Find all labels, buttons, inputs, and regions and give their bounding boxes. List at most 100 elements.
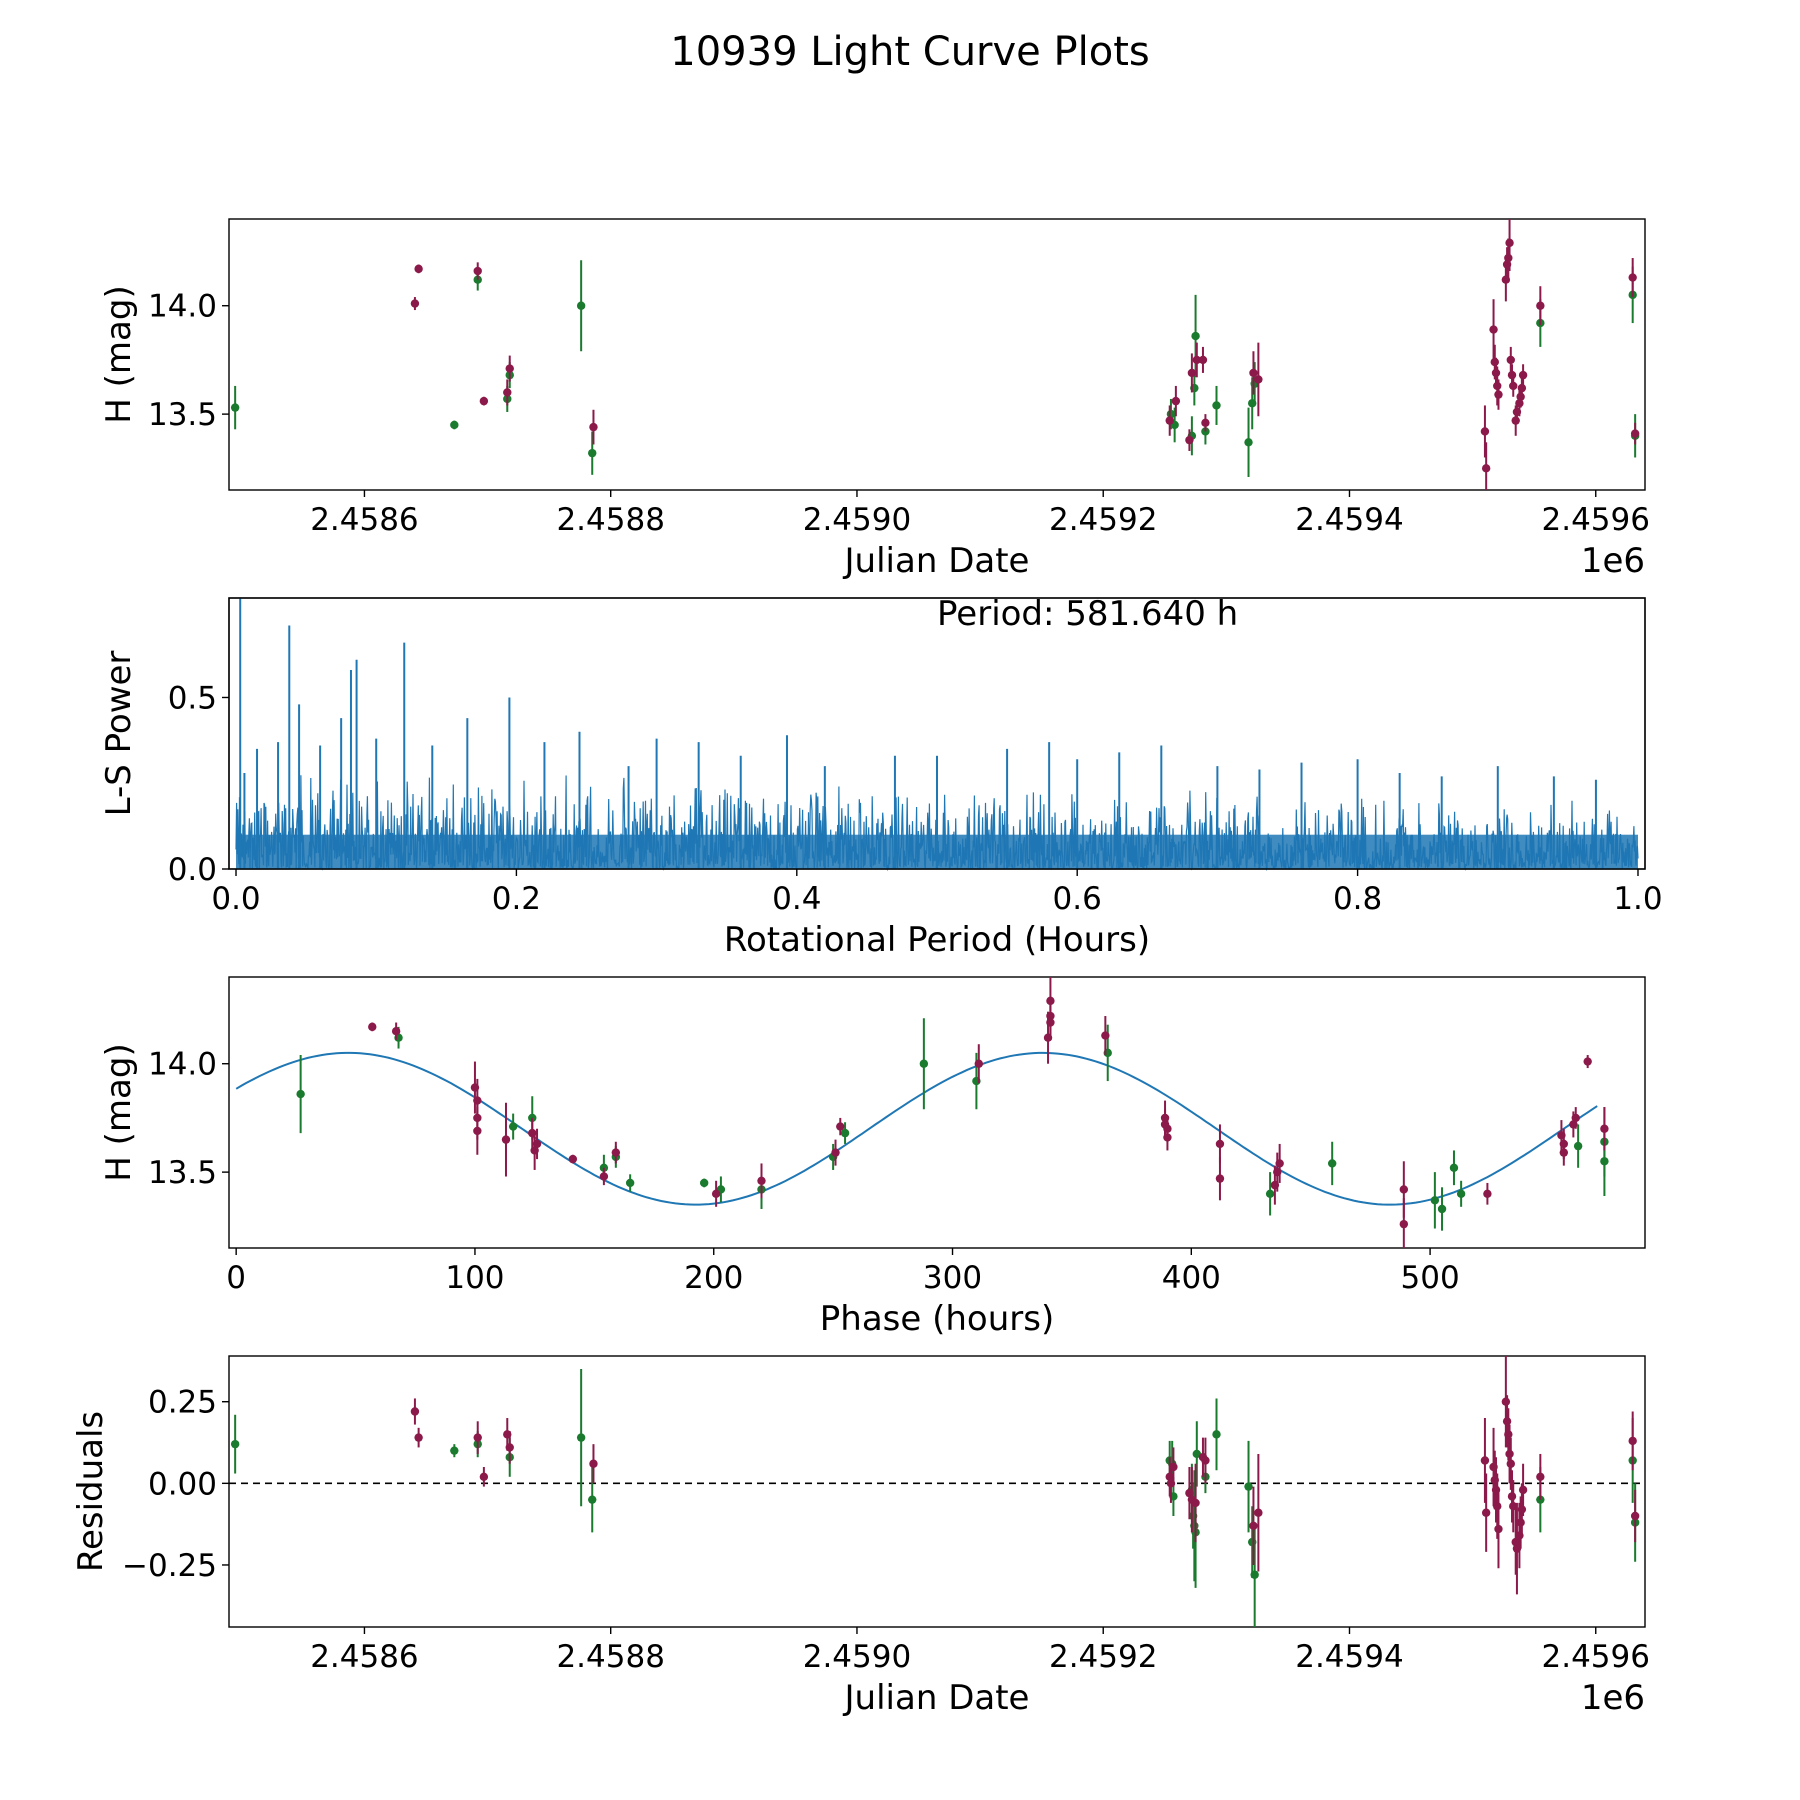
- green-data-point: [1191, 331, 1200, 341]
- maroon-data-point: [479, 396, 489, 406]
- x-axis-label: Julian Date: [843, 1678, 1030, 1718]
- maroon-data-point: [1628, 273, 1637, 282]
- residuals-data-layer: [229, 1356, 1656, 1627]
- figure-title: 10939 Light Curve Plots: [670, 29, 1149, 75]
- periodogram-panel: 0.0 0.2 0.4 0.6 0.8 1.0 0.0 0.5 Rotational Perio…: [99, 594, 1663, 960]
- maroon-data-point: [1505, 238, 1514, 248]
- maroon-data-point: [589, 422, 598, 432]
- maroon-data-point: [1493, 1501, 1502, 1511]
- y-tick-label: 14.0: [148, 1047, 217, 1083]
- maroon-data-point: [1494, 1524, 1503, 1534]
- x-tick-label: 2.4588: [556, 1639, 664, 1675]
- maroon-data-point: [1480, 427, 1490, 436]
- maroon-data-point: [568, 1154, 578, 1164]
- green-data-point: [699, 1178, 709, 1188]
- maroon-data-point: [391, 1027, 401, 1036]
- x-tick-label: 2.4588: [556, 502, 664, 538]
- maroon-data-point: [1481, 1508, 1491, 1517]
- maroon-data-point: [1506, 355, 1515, 365]
- y-axis-label: L-S Power: [99, 651, 139, 817]
- maroon-data-point: [1249, 368, 1258, 378]
- x-tick-label: 2.4586: [310, 502, 418, 538]
- x-tick-label: 2.4596: [1542, 1639, 1650, 1675]
- maroon-data-point: [1254, 375, 1263, 384]
- maroon-data-point: [1571, 1113, 1580, 1123]
- x-tick-label: 2.4596: [1542, 502, 1650, 538]
- light-curve-axes-frame: [228, 218, 1646, 491]
- maroon-data-point: [1630, 429, 1640, 438]
- green-data-point: [1648, 1473, 1656, 1481]
- x-tick-label: 2.4590: [803, 502, 911, 538]
- maroon-data-point: [1481, 464, 1491, 473]
- green-data-point: [588, 448, 597, 458]
- phase-fold-panel: 0 100 200 300 400 500 13.5 14.0 Phase (hours) H (…: [99, 976, 1646, 1339]
- green-data-point: [576, 301, 586, 310]
- maroon-data-point: [1559, 1148, 1569, 1157]
- x-tick-label: 300: [923, 1260, 982, 1296]
- maroon-data-point: [1493, 381, 1502, 391]
- y-tick-label: 14.0: [148, 289, 217, 325]
- green-data-point: [588, 1495, 597, 1504]
- green-data-point: [1250, 1570, 1259, 1579]
- maroon-data-point: [473, 1433, 482, 1442]
- green-data-point: [625, 1178, 635, 1188]
- x-offset-label: 1e6: [1581, 541, 1645, 581]
- maroon-data-point: [1536, 1472, 1545, 1482]
- x-tick-label: 2.4592: [1049, 1639, 1157, 1675]
- maroon-data-point: [1101, 1031, 1110, 1040]
- maroon-data-point: [1600, 1124, 1609, 1133]
- green-data-point: [508, 1122, 518, 1131]
- x-tick-label: 1.0: [1613, 881, 1662, 917]
- maroon-data-point: [599, 1172, 609, 1181]
- maroon-data-point: [1163, 1133, 1172, 1142]
- maroon-data-point: [1201, 1456, 1210, 1465]
- maroon-data-point: [1506, 1459, 1515, 1468]
- maroon-data-point: [1185, 435, 1194, 445]
- maroon-data-point: [589, 1459, 598, 1468]
- green-data-point: [919, 1059, 929, 1068]
- green-data-point: [1437, 1204, 1447, 1214]
- maroon-data-point: [1509, 381, 1518, 391]
- green-data-point: [1212, 401, 1221, 410]
- maroon-data-point: [1399, 1185, 1409, 1194]
- residuals-panel: 2.4586 2.4588 2.4590 2.4592 2.4594 2.4596 0.25…: [71, 1355, 1656, 1718]
- x-tick-label: 500: [1401, 1260, 1460, 1296]
- maroon-data-point: [1191, 1498, 1200, 1508]
- y-tick-label: −0.25: [122, 1548, 217, 1584]
- maroon-data-point: [1507, 1492, 1517, 1501]
- y-tick-label: 13.5: [148, 397, 217, 433]
- maroon-data-point: [473, 266, 482, 276]
- green-data-point: [576, 1433, 586, 1442]
- maroon-data-point: [1505, 1449, 1514, 1459]
- green-data-point: [840, 1128, 850, 1138]
- maroon-data-point: [1516, 392, 1525, 401]
- maroon-data-point: [1192, 355, 1202, 365]
- x-tick-label: 0.6: [1053, 881, 1102, 917]
- maroon-data-point: [532, 1139, 542, 1149]
- maroon-data-point: [1517, 1505, 1527, 1514]
- maroon-data-point: [1169, 1462, 1178, 1472]
- maroon-data-point: [1516, 1518, 1525, 1527]
- y-tick-label: 0.5: [168, 680, 217, 716]
- maroon-data-point: [836, 1122, 845, 1131]
- x-tick-label: 2.4592: [1049, 502, 1157, 538]
- green-data-point: [1265, 1189, 1275, 1199]
- green-data-point: [450, 420, 459, 430]
- maroon-data-point: [1483, 1189, 1492, 1199]
- x-tick-label: 400: [1162, 1260, 1221, 1296]
- x-tick-label: 0.0: [211, 881, 260, 917]
- x-tick-label: 2.4586: [310, 1639, 418, 1675]
- maroon-data-point: [974, 1059, 983, 1068]
- maroon-data-point: [1501, 1397, 1511, 1406]
- x-offset-label: 1e6: [1581, 1678, 1645, 1718]
- light-curve-panel: 2.4586 2.4588 2.4590 2.4592 2.4594 2.4596 13.5…: [99, 218, 1650, 581]
- maroon-data-point: [1504, 1430, 1513, 1439]
- x-tick-label: 0.2: [492, 881, 541, 917]
- maroon-data-point: [1494, 390, 1503, 399]
- green-data-point: [1244, 1482, 1253, 1491]
- green-data-point: [296, 1089, 305, 1099]
- maroon-data-point: [410, 299, 420, 308]
- green-data-point: [1192, 1449, 1202, 1459]
- green-data-point: [230, 1439, 240, 1449]
- maroon-data-point: [1187, 368, 1197, 378]
